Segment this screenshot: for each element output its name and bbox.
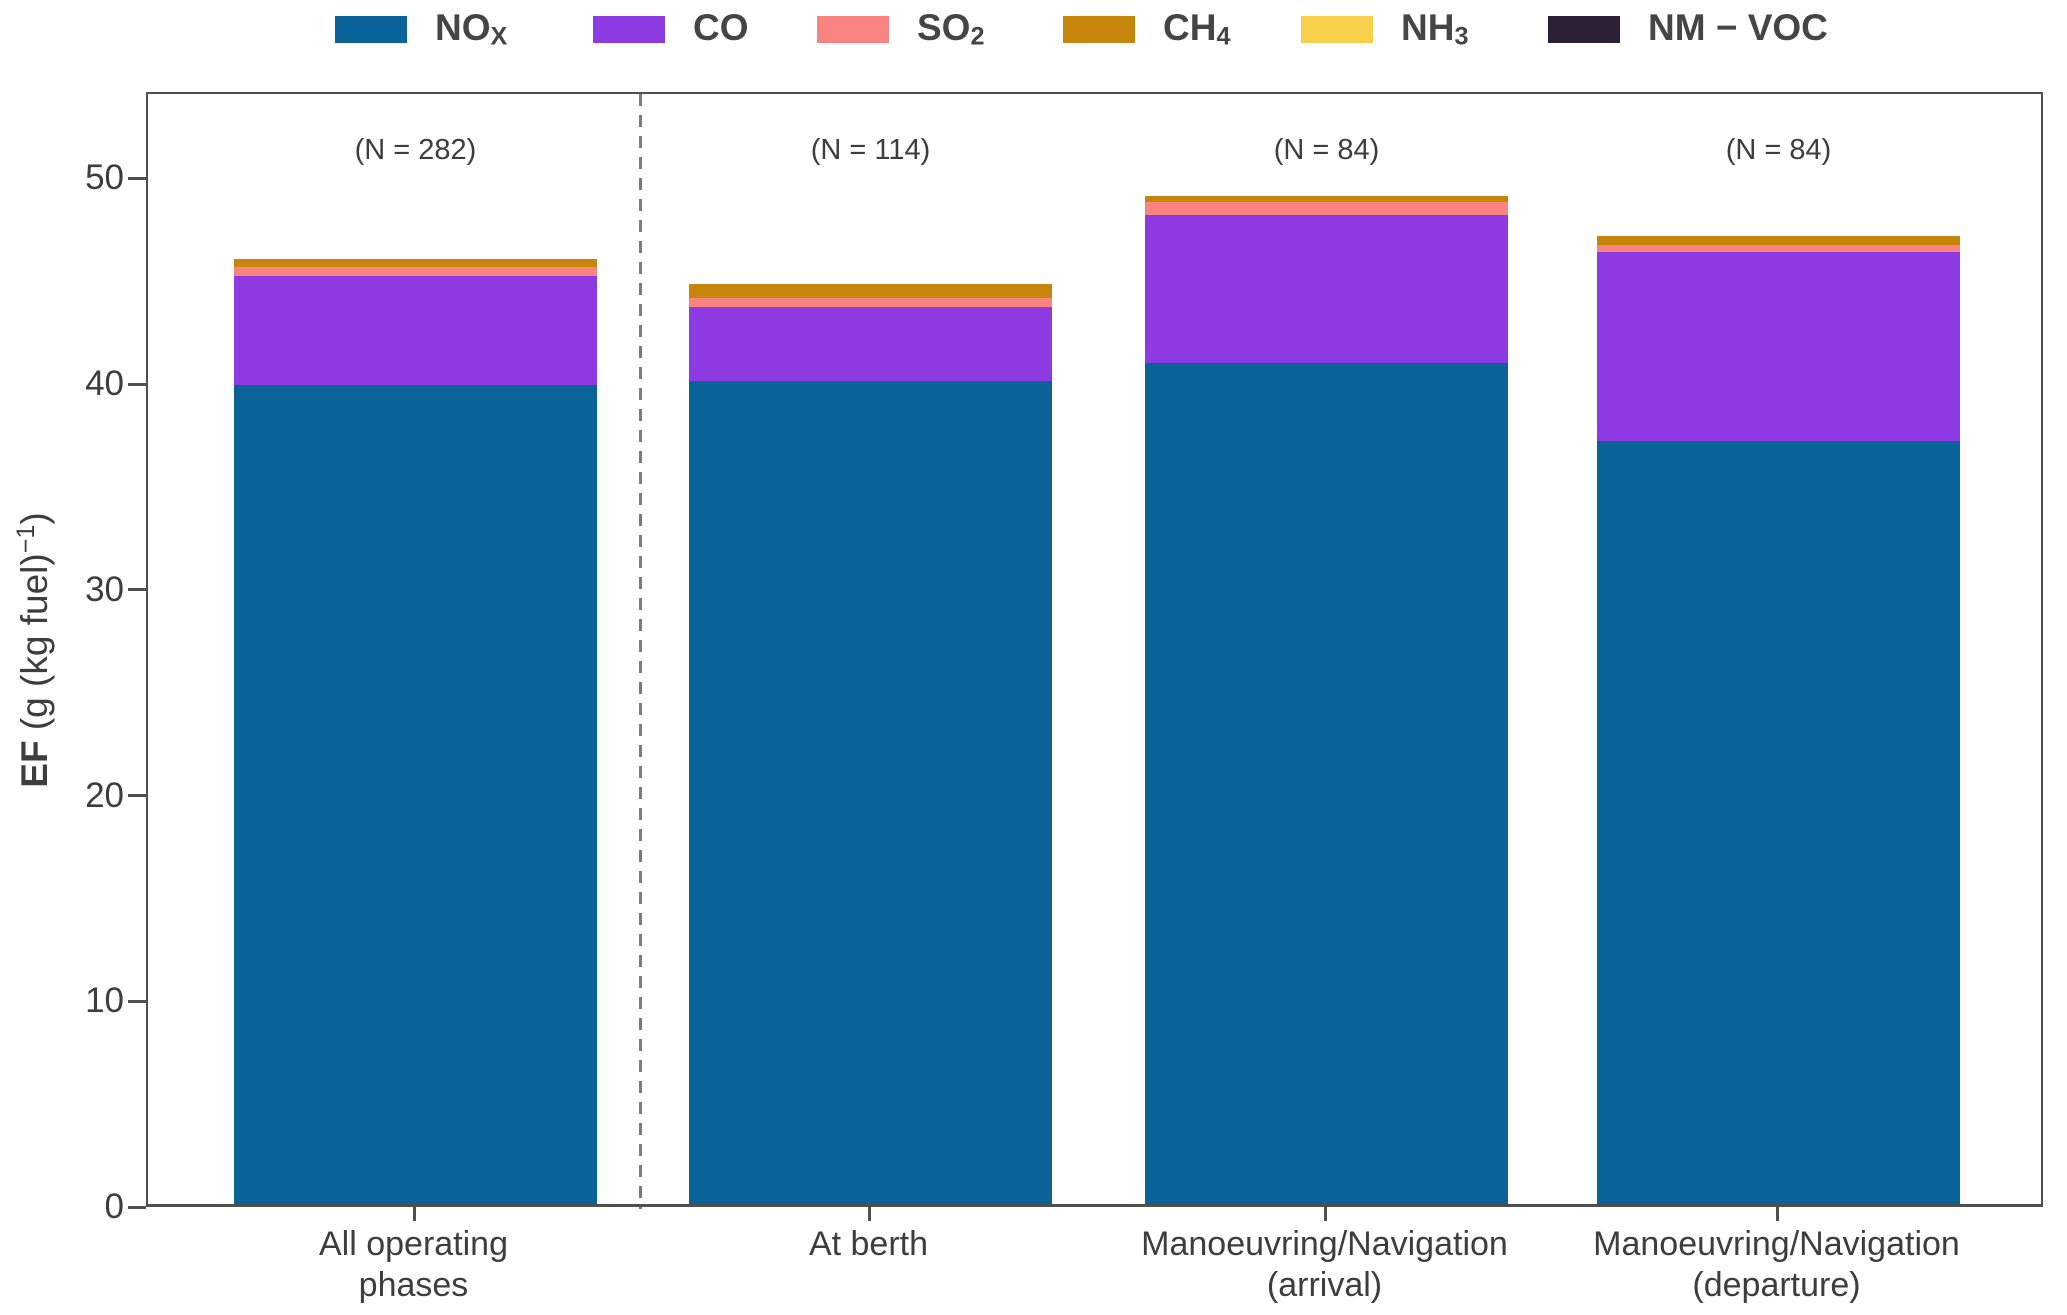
legend-item-ch4: CH4 xyxy=(1063,0,1230,58)
x-tick-4 xyxy=(1775,1207,1779,1221)
x-tick-3 xyxy=(1323,1207,1327,1221)
y-tick-30 xyxy=(128,588,146,592)
segment-co-bar2 xyxy=(689,307,1052,382)
x-tick-label-1: All operating phases xyxy=(318,1225,508,1304)
legend-swatch-so2 xyxy=(817,15,889,43)
x-tick-label-2: At berth xyxy=(808,1225,929,1263)
y-tick-label-50: 50 xyxy=(85,158,124,198)
x-tick-label-3: Manoeuvring/Navigation (arrival) xyxy=(1141,1225,1508,1304)
x-tick-label-4: Manoeuvring/Navigation (departure) xyxy=(1593,1225,1960,1304)
y-tick-label-40: 40 xyxy=(85,364,124,404)
legend-item-nox: NOX xyxy=(335,0,507,58)
segment-ch4-bar1 xyxy=(234,258,597,267)
legend-item-nh3: NH3 xyxy=(1301,0,1468,58)
legend-swatch-nh3 xyxy=(1301,15,1373,43)
y-tick-label-30: 30 xyxy=(85,569,124,609)
y-tick-40 xyxy=(128,382,146,386)
legend-label-nmvoc: NM − VOC xyxy=(1648,6,1828,48)
y-tick-label-20: 20 xyxy=(85,775,124,815)
y-axis-label: EF (g (kg fuel)−1) xyxy=(12,512,55,788)
legend-swatch-ch4 xyxy=(1063,15,1135,43)
bar-3 xyxy=(1145,196,1508,1204)
y-tick-10 xyxy=(128,999,146,1003)
bar-4 xyxy=(1597,236,1960,1204)
bar-annotation-2: (N = 114) xyxy=(810,134,931,166)
segment-nox-bar1 xyxy=(234,385,597,1204)
segment-nox-bar4 xyxy=(1597,440,1960,1204)
y-tick-50 xyxy=(128,176,146,180)
plot-area: (N = 282) (N = 114) (N = 84) (N = 84) xyxy=(146,92,2043,1209)
legend: NOX CO SO2 CH4 NH3 NM − VOC xyxy=(0,0,2067,60)
segment-nox-bar3 xyxy=(1145,362,1508,1204)
bar-2 xyxy=(689,284,1052,1204)
segment-ch4-bar2 xyxy=(689,284,1052,298)
x-tick-2 xyxy=(867,1207,871,1221)
segment-co-bar4 xyxy=(1597,251,1960,441)
segment-co-bar3 xyxy=(1145,214,1508,363)
segment-ch4-bar4 xyxy=(1597,236,1960,246)
bar-annotation-4: (N = 84) xyxy=(1725,134,1832,166)
legend-swatch-nmvoc xyxy=(1548,15,1620,43)
legend-swatch-nox xyxy=(335,15,407,43)
facet-separator-dashed-line xyxy=(639,94,642,1209)
segment-nox-bar2 xyxy=(689,381,1052,1204)
y-tick-label-0: 0 xyxy=(104,1187,124,1226)
legend-item-so2: SO2 xyxy=(817,0,984,58)
legend-label-ch4: CH4 xyxy=(1163,6,1231,51)
bar-1 xyxy=(234,258,597,1204)
x-tick-1 xyxy=(412,1207,416,1221)
y-tick-0 xyxy=(128,1205,146,1209)
legend-label-nh3: NH3 xyxy=(1401,6,1469,51)
segment-so2-bar4 xyxy=(1597,245,1960,252)
bar-annotation-1: (N = 282) xyxy=(354,134,477,166)
segment-ch4-bar3 xyxy=(1145,196,1508,203)
segment-co-bar1 xyxy=(234,276,597,386)
segment-so2-bar2 xyxy=(689,297,1052,308)
y-tick-20 xyxy=(128,794,146,798)
y-tick-label-10: 10 xyxy=(85,981,124,1021)
legend-item-co: CO xyxy=(593,0,749,58)
bar-annotation-3: (N = 84) xyxy=(1273,134,1380,166)
legend-label-co: CO xyxy=(693,6,749,48)
legend-swatch-co xyxy=(593,15,665,43)
segment-so2-bar1 xyxy=(234,266,597,277)
legend-item-nmvoc: NM − VOC xyxy=(1548,0,1828,58)
segment-so2-bar3 xyxy=(1145,202,1508,215)
legend-label-so2: SO2 xyxy=(917,6,985,51)
legend-label-nox: NOX xyxy=(435,6,508,51)
